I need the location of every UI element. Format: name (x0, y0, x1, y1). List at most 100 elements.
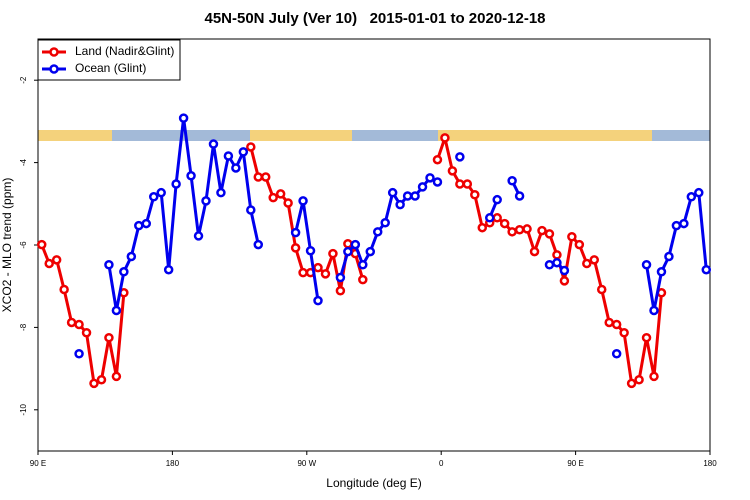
x-tick-label: 180 (166, 459, 180, 468)
data-point (290, 227, 301, 238)
data-point (223, 151, 234, 161)
data-point (649, 371, 659, 382)
data-point (656, 267, 667, 277)
y-tick-label: -10 (19, 403, 28, 415)
data-point (358, 274, 368, 285)
data-point (679, 218, 689, 229)
data-point (462, 179, 473, 189)
data-point (51, 255, 62, 265)
data-point (455, 152, 465, 162)
data-point (81, 328, 92, 338)
data-point (320, 269, 331, 279)
data-point (611, 349, 622, 359)
data-point (552, 257, 562, 268)
data-point (350, 239, 361, 250)
y-tick-label: -2 (19, 76, 28, 84)
data-point (275, 189, 286, 199)
data-point (313, 262, 323, 273)
data-point (559, 276, 570, 286)
data-point (641, 332, 652, 343)
data-point (552, 250, 562, 260)
data-point (141, 218, 152, 229)
legend-label: Land (Nadir&Glint) (75, 44, 174, 58)
data-point (484, 213, 495, 223)
x-tick-label: 90 E (567, 459, 583, 468)
data-point (163, 264, 174, 275)
data-point (260, 172, 271, 182)
data-point (358, 260, 368, 270)
data-point (634, 374, 644, 385)
data-point (134, 220, 144, 231)
data-point (522, 224, 532, 234)
y-tick-label: -4 (19, 158, 28, 166)
data-point (171, 179, 181, 189)
data-point (111, 305, 122, 316)
data-point (507, 227, 517, 237)
data-point (410, 191, 420, 201)
data-point (425, 173, 435, 183)
data-point (694, 187, 704, 198)
data-point (432, 177, 443, 187)
legend-label: Ocean (Glint) (75, 61, 146, 75)
data-point (432, 154, 443, 165)
data-point (372, 227, 383, 237)
series-line (40, 136, 663, 385)
data-point (343, 246, 353, 257)
data-point (89, 378, 99, 389)
chart-title: 45N-50N July (Ver 10) 2015-01-01 to 2020… (204, 10, 545, 27)
data-point (335, 272, 346, 283)
data-point (664, 251, 674, 262)
data-point (574, 239, 585, 250)
data-point (395, 199, 405, 210)
data-point (335, 285, 346, 296)
data-point (104, 260, 114, 270)
data-point (544, 260, 555, 270)
data-point (268, 192, 278, 203)
data-point (387, 187, 398, 198)
data-point (44, 258, 54, 269)
data-point (216, 187, 226, 198)
x-axis-label: Longitude (deg E) (326, 476, 421, 490)
data-point (649, 305, 659, 316)
data-point (156, 187, 166, 198)
data-point (305, 246, 316, 256)
y-tick-label: -8 (19, 323, 28, 331)
data-point (298, 196, 308, 206)
data-point (36, 239, 47, 250)
data-point (589, 255, 600, 265)
series-line (107, 116, 708, 312)
data-point (507, 175, 517, 186)
data-point (492, 213, 502, 223)
data-point (514, 191, 525, 201)
data-point (537, 225, 547, 236)
data-point (148, 192, 159, 202)
data-point (447, 166, 458, 176)
data-point (544, 229, 555, 239)
data-point (686, 192, 697, 202)
data-point (641, 260, 652, 270)
data-point (417, 182, 428, 192)
data-point (208, 139, 219, 149)
data-point (328, 248, 338, 259)
data-point (104, 332, 114, 343)
data-point (701, 264, 712, 275)
data-point (343, 239, 353, 249)
data-point (126, 251, 137, 262)
data-point (402, 191, 413, 201)
data-point (193, 231, 204, 241)
x-tick-label: 0 (439, 459, 444, 468)
data-point (96, 374, 107, 385)
data-point (246, 142, 256, 152)
x-tick-label: 180 (703, 459, 717, 468)
data-point (477, 222, 488, 233)
x-tick-label: 90 E (30, 459, 46, 468)
data-point (582, 258, 592, 269)
data-point (559, 265, 570, 276)
data-point (246, 205, 256, 215)
data-point (178, 113, 189, 123)
data-point (253, 239, 264, 250)
data-point (619, 328, 629, 338)
data-point (253, 172, 264, 182)
data-point (298, 267, 308, 278)
x-tick-label: 90 W (297, 459, 316, 468)
